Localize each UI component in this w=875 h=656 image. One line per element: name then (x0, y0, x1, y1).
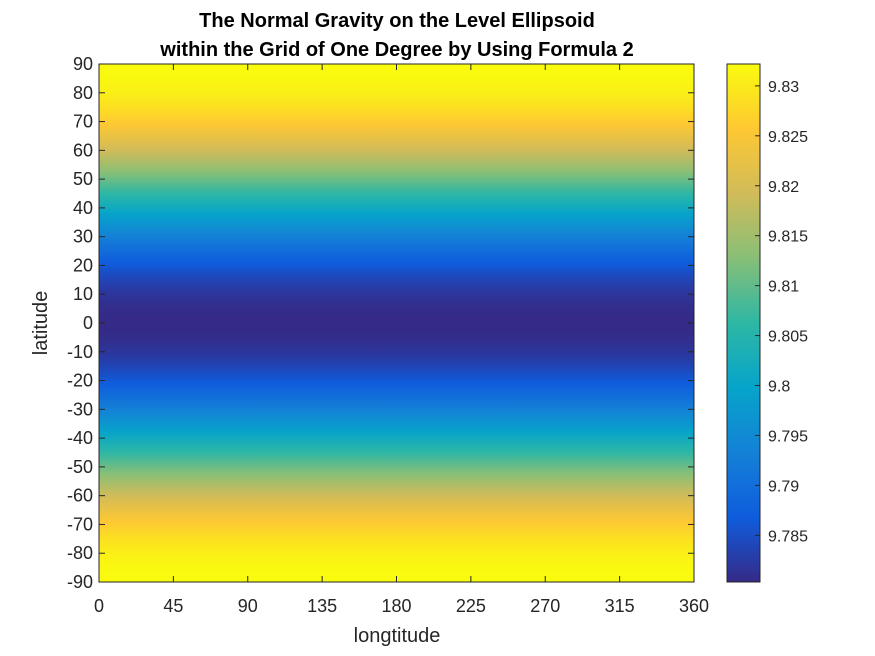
y-tick-label: -90 (67, 572, 93, 592)
y-tick-label: 20 (73, 255, 93, 275)
y-tick-label: -40 (67, 428, 93, 448)
x-tick-label: 315 (605, 596, 635, 616)
x-tick-label: 180 (381, 596, 411, 616)
x-tick-label: 45 (163, 596, 183, 616)
colorbar-tick-label: 9.815 (768, 229, 808, 246)
heatmap-field (99, 64, 694, 582)
y-tick-label: 0 (83, 313, 93, 333)
colorbar (727, 64, 760, 582)
chart-title: The Normal Gravity on the Level Ellipsoi… (199, 10, 595, 32)
colorbar-tick-label: 9.785 (768, 528, 808, 545)
colorbar-tick-label: 9.79 (768, 478, 799, 495)
x-tick-label: 90 (238, 596, 258, 616)
colorbar-tick-label: 9.825 (768, 129, 808, 146)
y-tick-label: 80 (73, 83, 93, 103)
colorbar-tick-label: 9.795 (768, 428, 808, 445)
colorbar-tick-label: 9.8 (768, 379, 790, 396)
colorbar-tick-label: 9.82 (768, 179, 799, 196)
y-axis: 90 80 70 60 50 40 30 20 10 0 -10 -20 -30 -40 -50 -60 -70… (67, 54, 694, 592)
y-tick-label: 40 (73, 198, 93, 218)
y-tick-label: 90 (73, 54, 93, 74)
y-axis-label: latitude (30, 291, 52, 356)
colorbar-tick-label: 9.81 (768, 279, 799, 296)
y-tick-label: -60 (67, 486, 93, 506)
colorbar-frame (726, 63, 761, 583)
colorbar-tick-label: 9.805 (768, 329, 808, 346)
chart-subtitle: within the Grid of One Degree by Using F… (159, 39, 633, 61)
x-tick-label: 270 (530, 596, 560, 616)
x-tick-label: 360 (679, 596, 709, 616)
x-tick-label: 0 (94, 596, 104, 616)
y-tick-label: -80 (67, 543, 93, 563)
x-axis-label: longtitude (354, 625, 441, 647)
y-tick-label: 70 (73, 112, 93, 132)
x-tick-label: 225 (456, 596, 486, 616)
y-tick-label: 10 (73, 284, 93, 304)
x-tick-label: 135 (307, 596, 337, 616)
colorbar-tick-label: 9.83 (768, 79, 799, 96)
x-axis: 0 45 90 135 180 225 270 315 360 (94, 64, 709, 616)
y-tick-label: 50 (73, 169, 93, 189)
y-tick-label: -30 (67, 399, 93, 419)
y-tick-label: -70 (67, 514, 93, 534)
y-tick-label: -50 (67, 457, 93, 477)
y-tick-label: 60 (73, 140, 93, 160)
y-tick-label: 30 (73, 227, 93, 247)
y-tick-label: -10 (67, 342, 93, 362)
colorbar-ticks: 9.785 9.79 9.795 9.8 9.805 9.81 9.815 9.82 9.825… (755, 79, 808, 545)
y-tick-label: -20 (67, 371, 93, 391)
